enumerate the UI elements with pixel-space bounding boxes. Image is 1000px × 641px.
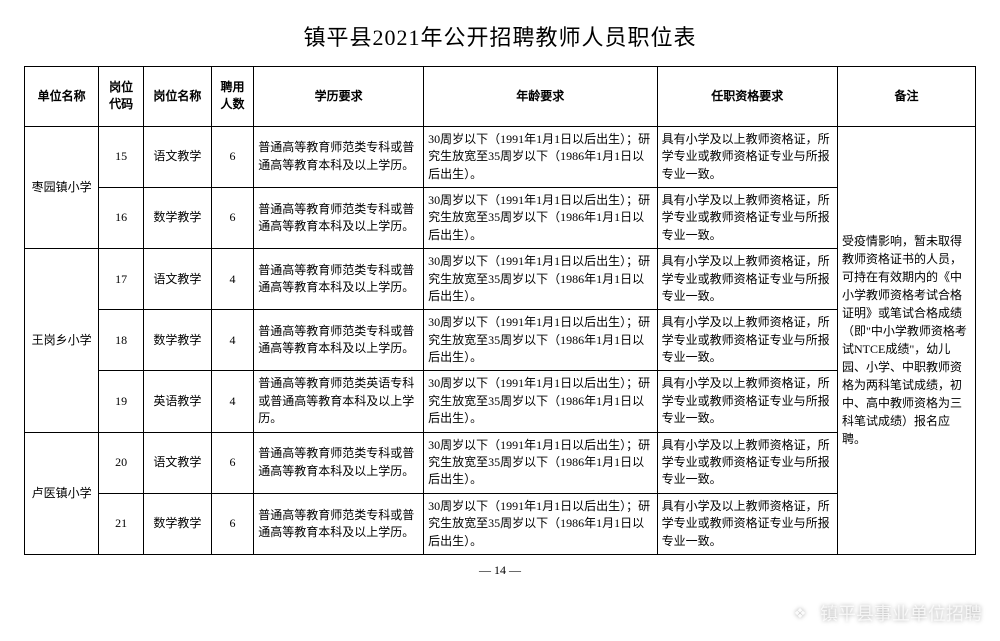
cell-education: 普通高等教育师范类专科或普通高等教育本科及以上学历。 <box>254 493 424 554</box>
table-row: 卢医镇小学 20 语文教学 6 普通高等教育师范类专科或普通高等教育本科及以上学… <box>25 432 976 493</box>
cell-position: 数学教学 <box>143 187 211 248</box>
watermark: ❖ 镇平县事业单位招聘 <box>786 599 982 627</box>
cell-position: 语文教学 <box>143 432 211 493</box>
cell-age: 30周岁以下（1991年1月1日以后出生）；研究生放宽至35周岁以下（1986年… <box>424 432 658 493</box>
cell-age: 30周岁以下（1991年1月1日以后出生）；研究生放宽至35周岁以下（1986年… <box>424 371 658 432</box>
cell-age: 30周岁以下（1991年1月1日以后出生）；研究生放宽至35周岁以下（1986年… <box>424 187 658 248</box>
cell-count: 4 <box>211 310 253 371</box>
cell-position: 数学教学 <box>143 493 211 554</box>
cell-count: 4 <box>211 371 253 432</box>
watermark-text: 镇平县事业单位招聘 <box>820 600 982 626</box>
cell-code: 19 <box>99 371 144 432</box>
table-row: 21 数学教学 6 普通高等教育师范类专科或普通高等教育本科及以上学历。 30周… <box>25 493 976 554</box>
cell-position: 语文教学 <box>143 126 211 187</box>
cell-count: 6 <box>211 432 253 493</box>
table-row: 王岗乡小学 17 语文教学 4 普通高等教育师范类专科或普通高等教育本科及以上学… <box>25 249 976 310</box>
table-row: 16 数学教学 6 普通高等教育师范类专科或普通高等教育本科及以上学历。 30周… <box>25 187 976 248</box>
positions-table: 单位名称 岗位代码 岗位名称 聘用人数 学历要求 年龄要求 任职资格要求 备注 … <box>24 66 976 555</box>
cell-unit: 王岗乡小学 <box>25 249 99 433</box>
cell-count: 6 <box>211 187 253 248</box>
cell-position: 数学教学 <box>143 310 211 371</box>
cell-age: 30周岁以下（1991年1月1日以后出生）；研究生放宽至35周岁以下（1986年… <box>424 249 658 310</box>
cell-education: 普通高等教育师范类专科或普通高等教育本科及以上学历。 <box>254 249 424 310</box>
page-title: 镇平县2021年公开招聘教师人员职位表 <box>24 20 976 52</box>
th-qualification: 任职资格要求 <box>657 67 837 127</box>
cell-qualification: 具有小学及以上教师资格证，所学专业或教师资格证专业与所报专业一致。 <box>657 371 837 432</box>
cell-remark: 受疫情影响，暂未取得教师资格证书的人员，可持在有效期内的《中小学教师资格考试合格… <box>837 126 975 554</box>
cell-position: 英语教学 <box>143 371 211 432</box>
cell-education: 普通高等教育师范类专科或普通高等教育本科及以上学历。 <box>254 432 424 493</box>
cell-code: 18 <box>99 310 144 371</box>
cell-qualification: 具有小学及以上教师资格证，所学专业或教师资格证专业与所报专业一致。 <box>657 187 837 248</box>
table-body: 枣园镇小学 15 语文教学 6 普通高等教育师范类专科或普通高等教育本科及以上学… <box>25 126 976 554</box>
table-row: 19 英语教学 4 普通高等教育师范类英语专科或普通高等教育本科及以上学历。 3… <box>25 371 976 432</box>
cell-count: 4 <box>211 249 253 310</box>
cell-qualification: 具有小学及以上教师资格证，所学专业或教师资格证专业与所报专业一致。 <box>657 432 837 493</box>
cell-code: 20 <box>99 432 144 493</box>
cell-qualification: 具有小学及以上教师资格证，所学专业或教师资格证专业与所报专业一致。 <box>657 493 837 554</box>
cell-age: 30周岁以下（1991年1月1日以后出生）；研究生放宽至35周岁以下（1986年… <box>424 493 658 554</box>
th-unit: 单位名称 <box>25 67 99 127</box>
cell-code: 21 <box>99 493 144 554</box>
page-number: — 14 — <box>24 563 976 578</box>
cell-position: 语文教学 <box>143 249 211 310</box>
cell-unit: 枣园镇小学 <box>25 126 99 248</box>
cell-unit: 卢医镇小学 <box>25 432 99 554</box>
table-header-row: 单位名称 岗位代码 岗位名称 聘用人数 学历要求 年龄要求 任职资格要求 备注 <box>25 67 976 127</box>
cell-code: 16 <box>99 187 144 248</box>
wechat-icon: ❖ <box>786 599 814 627</box>
cell-count: 6 <box>211 493 253 554</box>
cell-count: 6 <box>211 126 253 187</box>
cell-age: 30周岁以下（1991年1月1日以后出生）；研究生放宽至35周岁以下（1986年… <box>424 126 658 187</box>
cell-qualification: 具有小学及以上教师资格证，所学专业或教师资格证专业与所报专业一致。 <box>657 310 837 371</box>
table-row: 18 数学教学 4 普通高等教育师范类专科或普通高等教育本科及以上学历。 30周… <box>25 310 976 371</box>
cell-code: 17 <box>99 249 144 310</box>
cell-age: 30周岁以下（1991年1月1日以后出生）；研究生放宽至35周岁以下（1986年… <box>424 310 658 371</box>
th-age: 年龄要求 <box>424 67 658 127</box>
cell-education: 普通高等教育师范类专科或普通高等教育本科及以上学历。 <box>254 187 424 248</box>
th-code: 岗位代码 <box>99 67 144 127</box>
th-education: 学历要求 <box>254 67 424 127</box>
th-position: 岗位名称 <box>143 67 211 127</box>
cell-education: 普通高等教育师范类专科或普通高等教育本科及以上学历。 <box>254 310 424 371</box>
cell-education: 普通高等教育师范类英语专科或普通高等教育本科及以上学历。 <box>254 371 424 432</box>
th-remark: 备注 <box>837 67 975 127</box>
cell-education: 普通高等教育师范类专科或普通高等教育本科及以上学历。 <box>254 126 424 187</box>
table-row: 枣园镇小学 15 语文教学 6 普通高等教育师范类专科或普通高等教育本科及以上学… <box>25 126 976 187</box>
cell-qualification: 具有小学及以上教师资格证，所学专业或教师资格证专业与所报专业一致。 <box>657 126 837 187</box>
th-count: 聘用人数 <box>211 67 253 127</box>
cell-qualification: 具有小学及以上教师资格证，所学专业或教师资格证专业与所报专业一致。 <box>657 249 837 310</box>
cell-code: 15 <box>99 126 144 187</box>
document-page: 镇平县2021年公开招聘教师人员职位表 单位名称 岗位代码 岗位名称 聘用人数 … <box>0 0 1000 578</box>
